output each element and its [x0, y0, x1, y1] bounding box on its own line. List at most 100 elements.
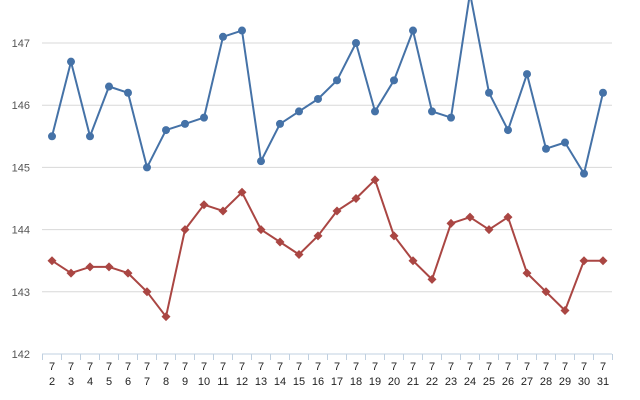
x-tick-label-month: 7	[49, 361, 55, 373]
x-tick-label-month: 7	[562, 361, 568, 373]
x-tick-label-day: 25	[483, 376, 495, 388]
data-point	[181, 119, 189, 128]
x-tick-label-month: 7	[68, 361, 74, 373]
x-tick-label-day: 5	[106, 376, 112, 388]
data-point	[485, 88, 493, 97]
series-1	[48, 0, 607, 178]
x-tick-label-month: 7	[296, 361, 302, 373]
data-point	[238, 26, 246, 35]
y-tick-label: 143	[12, 287, 30, 299]
data-point	[579, 256, 589, 266]
data-point	[541, 287, 551, 297]
data-point	[370, 175, 380, 185]
x-tick-label-day: 4	[87, 376, 93, 388]
data-point	[180, 225, 190, 235]
data-point	[66, 268, 76, 278]
data-point	[409, 26, 417, 35]
x-tick-label-day: 13	[255, 376, 267, 388]
plot-area	[47, 0, 608, 322]
x-tick-label-month: 7	[372, 361, 378, 373]
y-tick-label: 144	[12, 225, 30, 237]
x-tick-label-month: 7	[543, 361, 549, 373]
x-tick-label-day: 20	[388, 376, 400, 388]
x-tick-label-day: 15	[293, 376, 305, 388]
data-point	[200, 113, 208, 122]
data-point	[313, 231, 323, 241]
x-tick-label-month: 7	[144, 361, 150, 373]
x-tick-label-month: 7	[353, 361, 359, 373]
x-tick-label-day: 9	[182, 376, 188, 388]
data-point	[428, 107, 436, 116]
x-tick-label-month: 7	[163, 361, 169, 373]
data-point	[85, 262, 95, 272]
data-point	[124, 88, 132, 97]
y-tick-label: 145	[12, 162, 30, 174]
data-point	[237, 187, 247, 197]
data-point	[351, 194, 361, 203]
x-tick-label-month: 7	[429, 361, 435, 373]
data-point	[598, 256, 608, 266]
data-point	[105, 82, 113, 91]
x-tick-label-day: 27	[521, 376, 533, 388]
x-tick-label-month: 7	[239, 361, 245, 373]
x-tick-label-month: 7	[467, 361, 473, 373]
x-tick-label-month: 7	[182, 361, 188, 373]
x-tick-label-day: 11	[217, 376, 228, 388]
data-point	[142, 287, 152, 297]
series-1-line	[51, 0, 604, 175]
x-tick-label-month: 7	[87, 361, 93, 373]
data-point	[104, 262, 114, 272]
x-tick-label-day: 28	[540, 376, 552, 388]
data-point	[48, 132, 56, 141]
x-tick-label-month: 7	[505, 361, 511, 373]
x-tick-label-month: 7	[448, 361, 454, 373]
x-tick-label-month: 7	[486, 361, 492, 373]
data-point	[371, 107, 379, 116]
x-tick-label-day: 24	[464, 376, 476, 388]
data-point	[580, 169, 588, 178]
data-point	[333, 76, 341, 85]
data-point	[599, 88, 607, 97]
x-tick-label-month: 7	[277, 361, 283, 373]
data-point	[542, 144, 550, 153]
y-axis-labels: 142 143 144 145 146 147	[12, 38, 30, 361]
x-tick-label-day: 31	[597, 376, 609, 388]
data-point	[275, 237, 285, 247]
series-2-line	[51, 178, 603, 318]
x-tick-label-day: 12	[236, 376, 248, 388]
x-tick-label-day: 16	[312, 376, 324, 388]
data-point	[143, 163, 151, 172]
data-point	[314, 94, 322, 103]
x-axis-labels: 7273747576777879710711712713714715716717…	[49, 361, 609, 388]
x-tick-label-day: 10	[198, 376, 210, 388]
x-tick-label-month: 7	[334, 361, 340, 373]
data-point	[162, 126, 170, 135]
series-2	[47, 175, 608, 322]
x-tick-label-day: 22	[426, 376, 438, 388]
data-point	[123, 268, 133, 278]
data-point	[352, 39, 360, 47]
data-point	[276, 119, 284, 128]
x-axis	[42, 353, 613, 360]
data-point	[561, 138, 569, 147]
x-tick-label-day: 3	[68, 376, 74, 388]
x-tick-label-month: 7	[600, 361, 606, 373]
x-tick-label-day: 23	[445, 376, 457, 388]
data-point	[47, 256, 57, 266]
data-point	[86, 132, 94, 141]
data-point	[257, 157, 265, 166]
x-tick-label-month: 7	[315, 361, 321, 373]
x-tick-label-month: 7	[220, 361, 226, 373]
data-point	[256, 225, 266, 235]
x-tick-label-month: 7	[410, 361, 416, 373]
x-tick-label-month: 7	[581, 361, 587, 373]
data-point	[218, 206, 228, 216]
x-tick-label-day: 19	[369, 376, 381, 388]
data-point	[560, 305, 570, 315]
x-tick-label-month: 7	[201, 361, 207, 373]
y-tick-label: 142	[12, 349, 30, 361]
data-point	[199, 200, 209, 210]
data-point	[389, 231, 399, 241]
data-point	[447, 113, 455, 122]
x-tick-label-month: 7	[258, 361, 264, 373]
